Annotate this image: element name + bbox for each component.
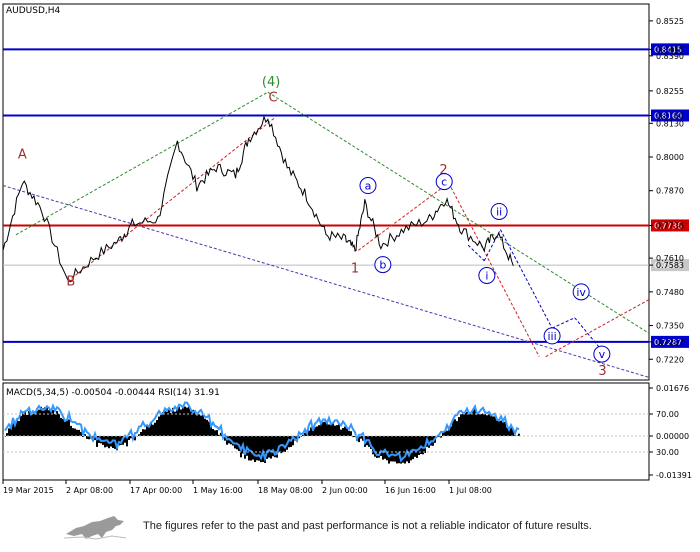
wave-label: iii	[548, 330, 557, 343]
price-tick-label: 0.8255	[656, 87, 684, 96]
indicator-label: MACD(5,34,5) -0.00504 -0.00444 RSI(14) 3…	[6, 388, 220, 398]
current-price-label: 0.7583	[654, 261, 682, 270]
price-tick-label: 0.7870	[656, 187, 684, 196]
level-price-label: 0.8415	[654, 45, 682, 54]
level-price-label: 0.7736	[654, 221, 682, 230]
wave-label: 2	[439, 163, 447, 178]
wave-label: v	[599, 348, 606, 361]
wave-label: 3	[598, 364, 606, 379]
price-tick-label: 0.7610	[656, 254, 684, 263]
indicator-tick-label: 70.00	[656, 410, 679, 419]
wave-label: i	[485, 269, 488, 282]
wave-label: ii	[496, 205, 502, 218]
indicator-series	[4, 401, 520, 464]
price-series	[2, 115, 514, 283]
time-tick-label: 1 Jul 08:00	[449, 486, 492, 495]
bull-logo-icon	[63, 516, 127, 540]
price-tick-label: 0.7736	[656, 221, 684, 230]
time-tick-label: 17 Apr 00:00	[130, 486, 182, 495]
wave-label: b	[379, 259, 386, 272]
wave-label: 1	[351, 261, 359, 276]
price-tick-label: 0.8130	[656, 119, 684, 128]
wave-label: A	[18, 147, 27, 162]
indicator-tick-label: 0.01676	[656, 384, 689, 393]
level-price-label: 0.8160	[654, 112, 682, 121]
wave-label: (4)	[262, 75, 280, 90]
symbol-label: AUDUSD,H4	[6, 6, 61, 16]
time-tick-label: 1 May 16:00	[193, 486, 243, 495]
price-tick-label: 0.7287	[656, 338, 684, 347]
time-tick-label: 19 Mar 2015	[3, 486, 54, 495]
price-tick-label: 0.8525	[656, 17, 684, 26]
price-chart[interactable]: 0.8415 0.8160 0.7736 0.7287 0.7583 (4)C A B 1 2 3…	[0, 0, 700, 500]
time-tick-label: 2 Jun 00:00	[322, 486, 368, 495]
level-price-label: 0.7287	[654, 338, 682, 347]
price-tick-label: 0.7350	[656, 322, 684, 331]
wave-label: C	[268, 90, 277, 105]
wave-label: a	[365, 180, 372, 193]
wave-label: iv	[576, 286, 586, 299]
price-tick-label: 0.8390	[656, 52, 684, 61]
disclaimer-text: The figures refer to the past and past p…	[143, 520, 592, 532]
price-tick-label: 0.8415	[656, 45, 684, 54]
time-tick-label: 2 Apr 08:00	[66, 486, 113, 495]
time-axis: 19 Mar 2015 2 Apr 08:00 17 Apr 00:00 1 May …	[2, 480, 492, 495]
indicator-tick-label: 0.00000	[656, 432, 689, 441]
price-tick-label: 0.7220	[656, 355, 684, 364]
price-tick-label: 0.7480	[656, 288, 684, 297]
rsi-line	[4, 401, 520, 463]
footer: The figures refer to the past and past p…	[0, 500, 700, 552]
time-tick-label: 16 Jun 16:00	[385, 486, 436, 495]
price-tick-label: 0.8160	[656, 112, 684, 121]
time-tick-label: 18 May 08:00	[258, 486, 313, 495]
price-line	[2, 115, 514, 283]
wave-label: c	[441, 176, 447, 189]
price-tick-label: 0.8000	[656, 153, 684, 162]
indicator-tick-label: -0.01391	[656, 471, 692, 480]
price-tick-label: 0.7583	[656, 261, 684, 270]
indicator-axis: 0.01676 70.00 0.00000 30.00 -0.01391	[3, 384, 692, 480]
indicator-tick-label: 30.00	[656, 448, 679, 457]
wave-label: B	[66, 274, 75, 289]
level-lines: 0.8415 0.8160 0.7736 0.7287 0.7583	[3, 43, 689, 348]
indicator-panel	[2, 382, 650, 481]
main-panel	[2, 3, 650, 381]
